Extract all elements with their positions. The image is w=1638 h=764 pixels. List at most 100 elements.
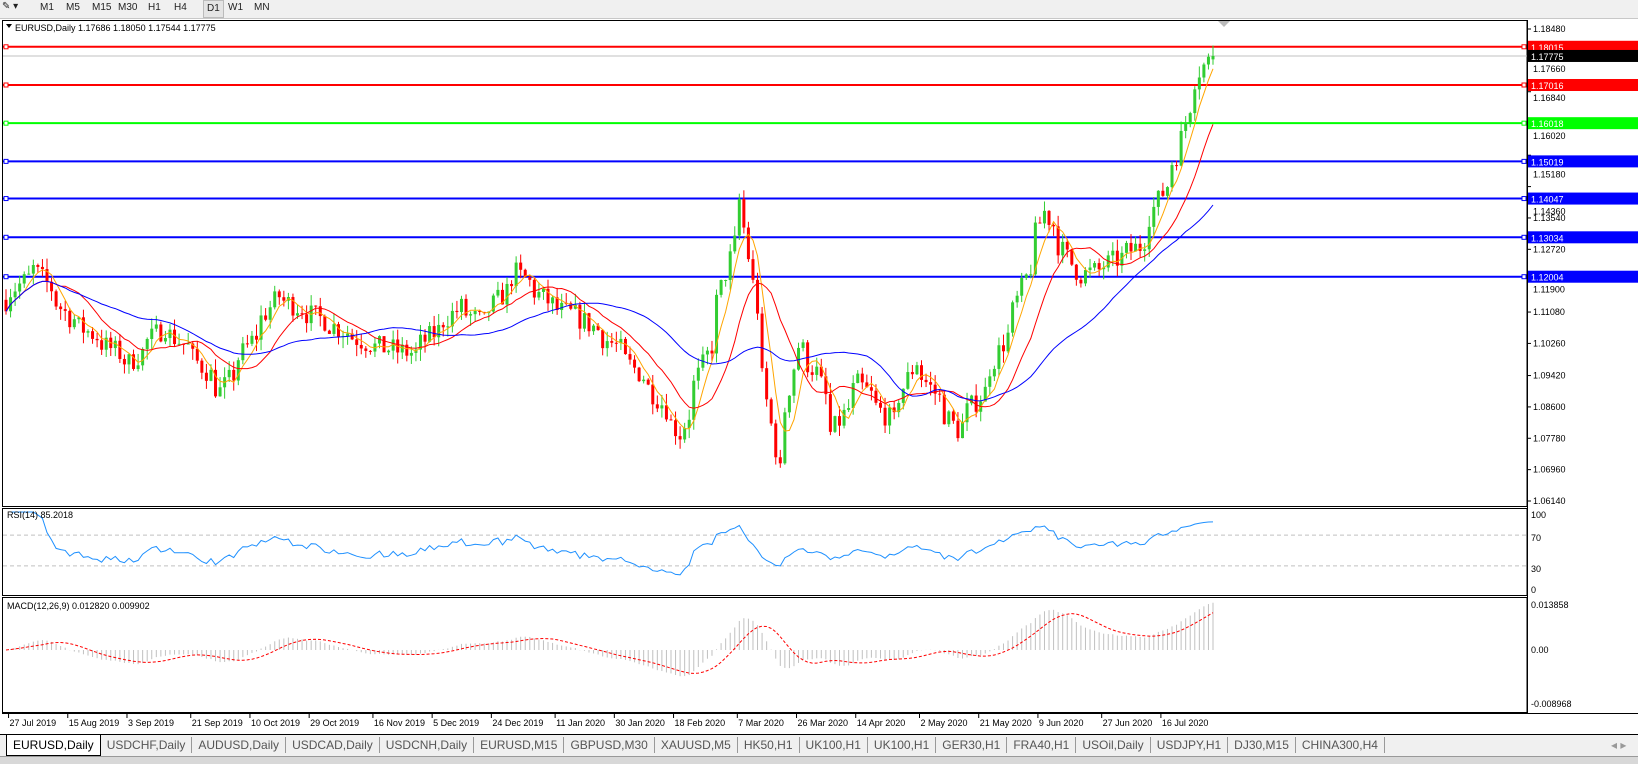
rsi-tick-label: 100 (1531, 510, 1546, 520)
candle-body (778, 457, 782, 464)
candle-body (1079, 279, 1083, 284)
candle-body (651, 384, 655, 405)
drawing-tools-dropdown[interactable]: ✎ ▾ (2, 1, 19, 12)
chart-tab[interactable]: EURUSD,Daily (6, 735, 101, 756)
candle-body (255, 335, 259, 340)
candle-body (259, 315, 263, 340)
chart-tab[interactable]: GBPUSD,M30 (564, 737, 655, 753)
candle-body (250, 335, 254, 344)
candle-body (824, 376, 828, 395)
candle-body (473, 310, 477, 315)
candle-body (569, 303, 573, 309)
chart-tab[interactable]: USDJPY,H1 (1151, 737, 1229, 753)
timeframe-m30[interactable]: M30 (118, 2, 138, 13)
candle-body (660, 405, 664, 409)
level-handle[interactable] (1521, 274, 1527, 280)
level-handle[interactable] (1521, 234, 1527, 240)
chart-tab[interactable]: XAUUSD,M5 (655, 737, 738, 753)
price-tick-label: 1.16840 (1533, 93, 1566, 103)
candle-body (797, 347, 801, 370)
chart-tab[interactable]: HK50,H1 (738, 737, 800, 753)
candle-body (218, 387, 222, 397)
chart-tab[interactable]: USDCHF,Daily (101, 737, 193, 753)
level-handle[interactable] (3, 274, 9, 280)
rsi-label: RSI(14) 85.2018 (7, 510, 73, 520)
ma-slow-line (5, 204, 1214, 402)
candle-body (541, 288, 545, 292)
candle-body (719, 280, 723, 295)
price-tick-label: 1.18480 (1533, 24, 1566, 34)
timeframe-mn[interactable]: MN (254, 2, 270, 13)
timeframe-m1[interactable]: M1 (40, 2, 54, 13)
candle-body (1083, 270, 1087, 284)
candle-body (678, 436, 682, 440)
candle-body (847, 408, 851, 410)
candle-body (1165, 187, 1169, 196)
candle-body (856, 373, 860, 384)
candle-body (391, 339, 395, 351)
candle-body (1115, 250, 1119, 266)
timeframe-h1[interactable]: H1 (148, 2, 161, 13)
candle-body (514, 262, 518, 287)
candle-body (36, 264, 40, 267)
chart-tab[interactable]: AUDUSD,Daily (192, 737, 287, 753)
chart-tab[interactable]: GER30,H1 (936, 737, 1008, 753)
candle-body (942, 394, 946, 425)
candle-body (469, 314, 473, 316)
level-handle[interactable] (1521, 120, 1527, 126)
chart-shift-marker[interactable] (1218, 21, 1230, 27)
chart-tab[interactable]: DJ30,M15 (1228, 737, 1296, 753)
candle-body (938, 393, 942, 395)
candle-body (500, 289, 504, 305)
candle-body (551, 297, 555, 304)
timeframe-h4[interactable]: H4 (174, 2, 187, 13)
candle-body (1211, 55, 1215, 60)
timeframe-m5[interactable]: M5 (66, 2, 80, 13)
candle-body (1011, 302, 1015, 333)
candle-body (1088, 267, 1092, 271)
level-handle[interactable] (3, 234, 9, 240)
timeframe-d1[interactable]: D1 (203, 0, 224, 18)
level-handle[interactable] (3, 158, 9, 164)
candle-body (459, 298, 463, 313)
timeframe-m15[interactable]: M15 (92, 2, 112, 13)
candle-body (906, 372, 910, 389)
chart-tab[interactable]: USDCAD,Daily (286, 737, 380, 753)
chart-tab[interactable]: UK100,H1 (800, 737, 868, 753)
candle-body (1143, 249, 1147, 251)
level-handle[interactable] (1521, 44, 1527, 50)
candle-body (742, 198, 746, 228)
macd-tick-label: 0.013858 (1531, 600, 1569, 610)
candle-body (241, 343, 245, 361)
candle-body (332, 324, 336, 334)
chart-tab[interactable]: EURUSD,M15 (474, 737, 565, 753)
date-label: 27 Jul 2019 (10, 718, 57, 728)
chart-tab[interactable]: UK100,H1 (868, 737, 937, 753)
candle-body (346, 333, 350, 336)
collapse-triangle-icon[interactable] (6, 24, 12, 28)
chart-tab[interactable]: USDCNH,Daily (380, 737, 475, 753)
chart-tab[interactable]: CHINA300,H4 (1296, 737, 1385, 753)
timeframe-w1[interactable]: W1 (228, 2, 243, 13)
level-handle[interactable] (1521, 196, 1527, 202)
level-handle[interactable] (3, 82, 9, 88)
price-tick-label: 1.07780 (1533, 433, 1566, 443)
candle-body (751, 259, 755, 280)
level-handle[interactable] (1521, 82, 1527, 88)
level-handle[interactable] (1521, 158, 1527, 164)
chart-tab[interactable]: USOil,Daily (1076, 737, 1151, 753)
date-label: 27 Jun 2020 (1103, 718, 1153, 728)
date-label: 7 Mar 2020 (738, 718, 784, 728)
level-handle[interactable] (3, 120, 9, 126)
level-handle[interactable] (3, 44, 9, 50)
chart-window[interactable]: 1.18480 1.17660 1.16840 1.16020 1.15180 1.143… (0, 19, 1638, 734)
tab-scroll-arrows[interactable]: ◂ ▸ (1611, 738, 1627, 752)
candle-body (1175, 165, 1179, 167)
candle-body (359, 344, 363, 349)
candle-body (592, 325, 596, 332)
level-handle[interactable] (3, 196, 9, 202)
chart-tab[interactable]: FRA40,H1 (1007, 737, 1077, 753)
candle-body (924, 379, 928, 383)
candle-body (897, 402, 901, 413)
candle-body (774, 423, 778, 458)
